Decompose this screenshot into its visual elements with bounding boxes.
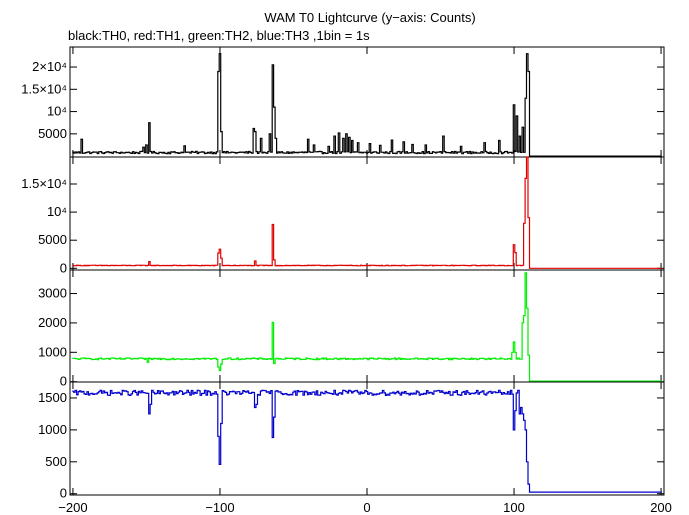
panel-frame bbox=[69, 381, 665, 496]
y-tick-label: 0 bbox=[60, 374, 67, 389]
y-tick-label: 0 bbox=[60, 260, 67, 275]
y-tick-label: 10⁴ bbox=[47, 204, 67, 219]
y-tick-label: 3000 bbox=[38, 286, 67, 301]
y-tick-label: 2000 bbox=[38, 315, 67, 330]
y-tick-label: 1000 bbox=[38, 422, 67, 437]
chart-subtitle: black:TH0, red:TH1, green:TH2, blue:TH3 … bbox=[68, 28, 370, 43]
y-tick-label: 10⁴ bbox=[47, 104, 67, 119]
panel-frame bbox=[69, 269, 665, 383]
series-th2-line bbox=[72, 272, 662, 382]
series-th3-line bbox=[72, 389, 662, 493]
panel-frame bbox=[69, 156, 665, 271]
x-tick-label: −100 bbox=[205, 500, 234, 515]
panel-th1: 0 5000 10⁴ 1.5×10⁴ bbox=[21, 156, 665, 275]
y-tick-label: 1.5×10⁴ bbox=[21, 176, 67, 191]
y-tick-label: 500 bbox=[45, 454, 67, 469]
y-tick-label: 1.5×10⁴ bbox=[21, 81, 67, 96]
x-axis: −200 −100 0 100 200 bbox=[58, 500, 672, 515]
x-tick-label: 0 bbox=[363, 500, 370, 515]
x-tick-label: 200 bbox=[650, 500, 672, 515]
chart-title: WAM T0 Lightcurve (y−axis: Counts) bbox=[264, 10, 475, 25]
panel-th2: 0 1000 2000 3000 bbox=[38, 269, 665, 389]
y-tick-label: 2×10⁴ bbox=[32, 59, 67, 74]
panels-group: 500010⁴1.5×10⁴2×10⁴0500010⁴1.5×10⁴010002… bbox=[21, 46, 665, 501]
x-tick-label: −200 bbox=[58, 500, 87, 515]
y-tick-label: 1000 bbox=[38, 344, 67, 359]
panel-th0: 5000 10⁴ 1.5×10⁴ 2×10⁴ bbox=[21, 46, 665, 158]
panel-th3: 0 500 1000 1500 bbox=[38, 381, 665, 501]
y-tick-label: 5000 bbox=[38, 126, 67, 141]
series-th1-line bbox=[72, 156, 662, 269]
panel-frame bbox=[69, 46, 665, 158]
x-tick-label: 100 bbox=[503, 500, 525, 515]
y-tick-label: 1500 bbox=[38, 390, 67, 405]
series-th0-line bbox=[72, 53, 662, 157]
y-tick-label: 5000 bbox=[38, 232, 67, 247]
y-tick-label: 0 bbox=[60, 486, 67, 501]
